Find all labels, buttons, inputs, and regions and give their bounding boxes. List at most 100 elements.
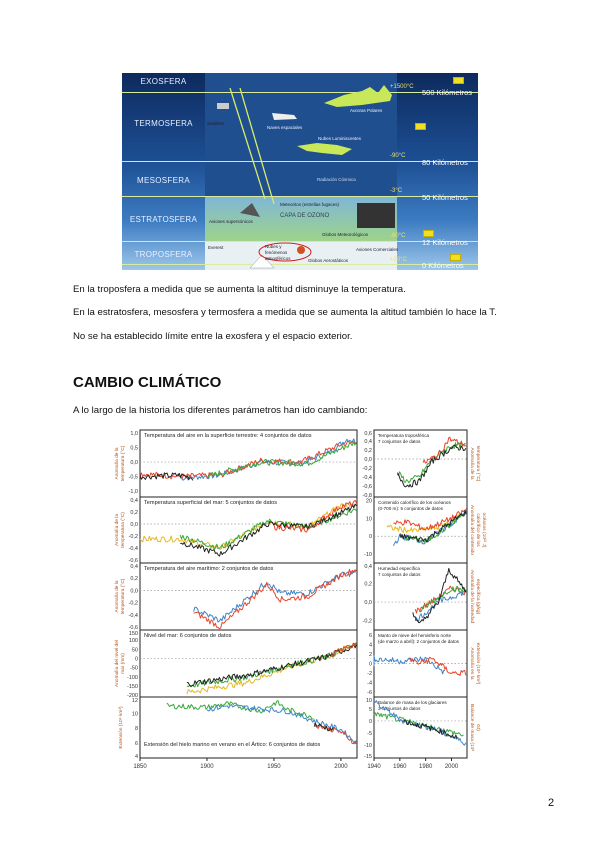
panel-title: Humedad específica <box>378 566 420 571</box>
series-line-blue <box>414 589 467 622</box>
series-line-red <box>393 508 468 531</box>
y-axis-label-line: Gt) <box>475 724 481 731</box>
boundary-line <box>122 264 478 265</box>
layer-estratosfera: ESTRATOSFERA <box>129 215 198 224</box>
astronaut-photo <box>357 203 395 228</box>
y-axis-label-line: océanos (10²² J) <box>481 513 487 548</box>
diagram-label: Auroras Polares <box>350 108 383 113</box>
y-tick-label: -15 <box>364 754 372 760</box>
series-line-red <box>313 722 357 745</box>
layer-exosfera: EXOSFERA <box>140 77 187 86</box>
x-tick-label: 1940 <box>367 764 381 770</box>
series-line-green <box>419 586 468 613</box>
y-axis-label-line: específica (g/kg) <box>475 579 481 615</box>
diagram-label: Aviones supersónicos <box>209 219 253 224</box>
y-tick-label: 0,2 <box>130 576 138 582</box>
paragraph-stratosphere: En la estratosfera, mesosfera y termosfe… <box>73 307 497 318</box>
y-tick-label: 0 <box>369 662 372 668</box>
y-tick-label: 0,2 <box>364 448 372 454</box>
series-line-red <box>331 642 357 658</box>
y-tick-label: 0,2 <box>130 510 138 516</box>
page-number: 2 <box>548 797 555 809</box>
panel-frame <box>139 629 358 698</box>
x-tick-label: 2000 <box>334 764 348 770</box>
y-tick-label: 150 <box>129 631 138 637</box>
diagram-label: Radiación Cósmica <box>317 177 356 182</box>
panel-title: Contenido calorífico de los océanos <box>378 500 451 505</box>
y-tick-label: 0,0 <box>364 457 372 463</box>
diagram-label: Nubes Luminiscentes <box>318 136 362 141</box>
panel-title: Temperatura superficial del mar: 5 conju… <box>144 500 277 506</box>
temperature-label: -60°C <box>390 233 406 239</box>
y-tick-label: -0,8 <box>363 493 372 499</box>
y-tick-label: 4 <box>135 754 138 760</box>
y-tick-label: 10 <box>132 711 138 717</box>
y-tick-label: -6 <box>367 690 372 696</box>
series-line-blue <box>206 704 357 745</box>
boundary-line <box>122 92 478 93</box>
y-tick-label: -0,2 <box>129 534 138 540</box>
y-tick-label: 0,4 <box>364 564 372 570</box>
y-axis-label-line: calorífico de los <box>475 513 481 547</box>
y-tick-label: -0,5 <box>129 475 138 481</box>
chart-panel: 6 4 2 0 -2 -4 -6 Anomalía en la extensión (10⁶ k… <box>367 629 481 698</box>
intro-paragraph: A lo largo de la historia los diferentes… <box>73 405 368 416</box>
highlight-circle <box>258 242 312 262</box>
y-axis-label-line: Anomalía de la <box>114 514 120 546</box>
chart-panel: 1,0 0,5 0,0 -0,5 -1,0 Anomalía de la temperatu… <box>114 429 358 498</box>
y-tick-label: 4 <box>369 642 372 648</box>
y-tick-label: 0,4 <box>130 564 138 570</box>
y-tick-label: 10 <box>366 516 372 522</box>
mountain-icon <box>249 254 275 269</box>
thermometer-icon <box>415 123 426 130</box>
panel-frame <box>139 696 358 759</box>
diagram-label: Globos Meteorológicos <box>322 232 369 237</box>
series-line-black <box>180 503 357 557</box>
y-axis-label-line: Anomalía de la <box>469 448 475 480</box>
section-title: CAMBIO CLIMÁTICO <box>73 374 222 391</box>
series-line-black <box>186 642 357 687</box>
y-axis-label-line: Balance de masa (10³ <box>469 704 475 751</box>
panel-title: Temperatura troposférica <box>378 433 430 438</box>
y-tick-label: -0,4 <box>129 613 138 619</box>
temperature-label: -3°C <box>390 188 403 194</box>
meteor-trail <box>229 87 266 200</box>
y-tick-label: 0,0 <box>364 600 372 606</box>
series-line-green <box>186 643 357 688</box>
diagram-label: Globos Aerostáticos <box>308 258 349 263</box>
y-tick-label: 0 <box>369 719 372 725</box>
altitude-label: 80 Kilómetros <box>422 158 468 167</box>
series-line-green <box>206 441 357 480</box>
chart-panel: 0,6 0,4 0,2 0,0 -0,2 -0,4 -0,6 -0,8 Anomalía de … <box>363 429 481 499</box>
series-line-black <box>399 510 467 543</box>
y-tick-label: 0,6 <box>364 431 372 437</box>
paragraph-troposphere: En la troposfera a medida que se aumenta… <box>73 284 406 295</box>
panel-title: 7 conjuntos de datos <box>378 439 421 444</box>
x-tick-label: 1960 <box>393 764 407 770</box>
series-line-green <box>373 712 464 737</box>
series-line-blue <box>180 438 357 481</box>
panel-title: Extensión del hielo marino en verano en … <box>144 741 321 748</box>
panel-title: Temperatura del aire marítimo: 2 conjunt… <box>144 566 274 572</box>
boundary-line <box>122 196 478 197</box>
y-tick-label: 0,0 <box>130 588 138 594</box>
y-tick-label: 0,4 <box>364 439 372 445</box>
panel-title: (de marzo a abril): 2 conjuntos de datos <box>378 639 460 644</box>
chart-panel: 0,4 0,2 0,0 -0,2 -0,4 -0,6 Anomalía de la tempe… <box>114 496 358 564</box>
thermometer-icon <box>453 77 464 84</box>
y-tick-label: -0,4 <box>129 546 138 552</box>
y-tick-label: 0,2 <box>364 581 372 587</box>
y-tick-label: 0,4 <box>130 498 138 504</box>
layer-termosfera: TERMOSFERA <box>134 119 193 128</box>
y-tick-label: -5 <box>367 731 372 737</box>
y-tick-label: 50 <box>132 647 138 653</box>
x-tick-label: 2000 <box>445 764 459 770</box>
temperature-label: +1500°C <box>390 84 414 90</box>
balloon-icon <box>297 246 305 254</box>
y-tick-label: -150 <box>127 684 138 690</box>
x-tick-label: 1850 <box>133 764 147 770</box>
panel-title: Temperatura del aire en la superficie te… <box>144 433 312 439</box>
y-tick-label: -0,6 <box>363 484 372 490</box>
series-line-black <box>402 719 458 739</box>
